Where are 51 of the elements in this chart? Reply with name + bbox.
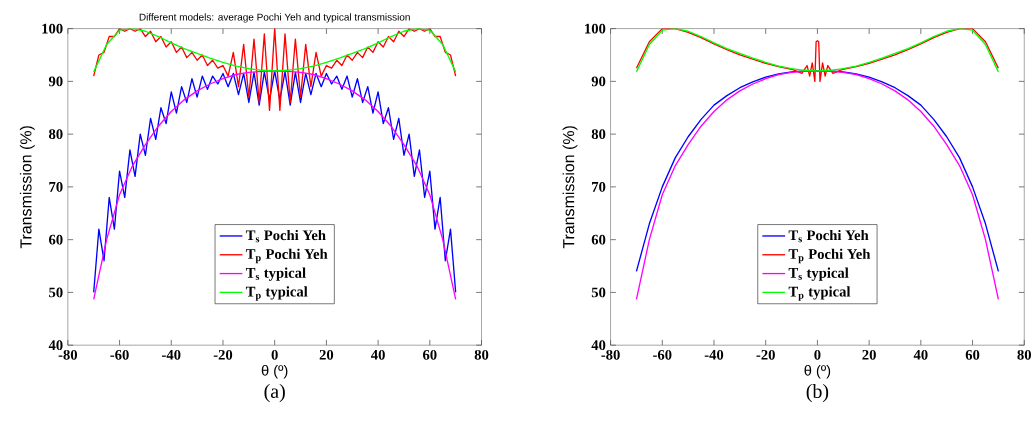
line-series (635, 28, 1000, 73)
line-series (93, 28, 457, 112)
legend-label: T$_{p}$ Pochi Yeh (245, 248, 328, 264)
x-axis-title: θ (º) (804, 364, 831, 379)
legend-label: T$_{p}$ Pochi Yeh (788, 248, 871, 264)
y-tick-label: 70 (592, 181, 606, 192)
legend-label: T$_{p}$ typical (245, 286, 308, 301)
y-tick-label: 80 (48, 129, 63, 140)
y-axis-title: Transmission (%) (562, 126, 578, 249)
y-tick-label: 100 (585, 23, 606, 34)
legend-label: T$_{s}$ typical (788, 267, 849, 281)
y-tick-label: 40 (48, 340, 63, 351)
x-tick-label: 0 (814, 349, 821, 360)
y-tick-label: 40 (591, 340, 606, 351)
x-tick-label: -80 (601, 349, 620, 360)
x-tick-label: -40 (162, 349, 181, 360)
y-axis-title: Transmission (%) (19, 126, 35, 249)
y-tick-label: 100 (42, 23, 63, 34)
x-tick-label: 40 (371, 349, 385, 360)
x-tick-label: 0 (271, 349, 278, 360)
x-tick-label: -60 (653, 349, 672, 360)
x-tick-label: -20 (756, 349, 775, 360)
text: (b) (806, 384, 829, 403)
x-tick-label: 60 (965, 349, 980, 360)
x-tick-label: 80 (1017, 349, 1032, 360)
x-tick-label: -80 (58, 349, 78, 360)
x-tick-label: -20 (213, 349, 233, 360)
y-tick-label: 60 (49, 234, 63, 245)
y-tick-label: 90 (591, 76, 606, 87)
x-tick-label: 40 (913, 349, 928, 360)
y-tick-label: 60 (591, 234, 606, 245)
x-tick-label: 80 (474, 349, 489, 360)
legend-label: T$_{s}$ Pochi Yeh (788, 229, 869, 243)
chart-title: Different models: average Pochi Yeh and typical transmission (139, 13, 410, 23)
y-tick-label: 50 (49, 287, 63, 298)
line-series (635, 28, 1000, 83)
x-tick-label: 60 (423, 349, 437, 360)
y-tick-label: 90 (48, 76, 63, 87)
y-tick-label: 80 (591, 129, 606, 140)
text: (a) (264, 384, 285, 403)
line-series (93, 28, 457, 73)
x-tick-label: -40 (704, 349, 724, 360)
x-tick-label: 20 (319, 349, 334, 360)
x-axis-title: θ (º) (261, 364, 288, 379)
legend-label: T$_{s}$ Pochi Yeh (245, 229, 326, 243)
x-tick-label: -60 (110, 349, 129, 360)
x-tick-label: 20 (862, 349, 876, 360)
legend-label: T$_{p}$ typical (788, 286, 851, 301)
y-tick-label: 50 (591, 287, 606, 298)
legend-label: T$_{s}$ typical (245, 267, 306, 281)
y-tick-label: 70 (49, 181, 63, 192)
